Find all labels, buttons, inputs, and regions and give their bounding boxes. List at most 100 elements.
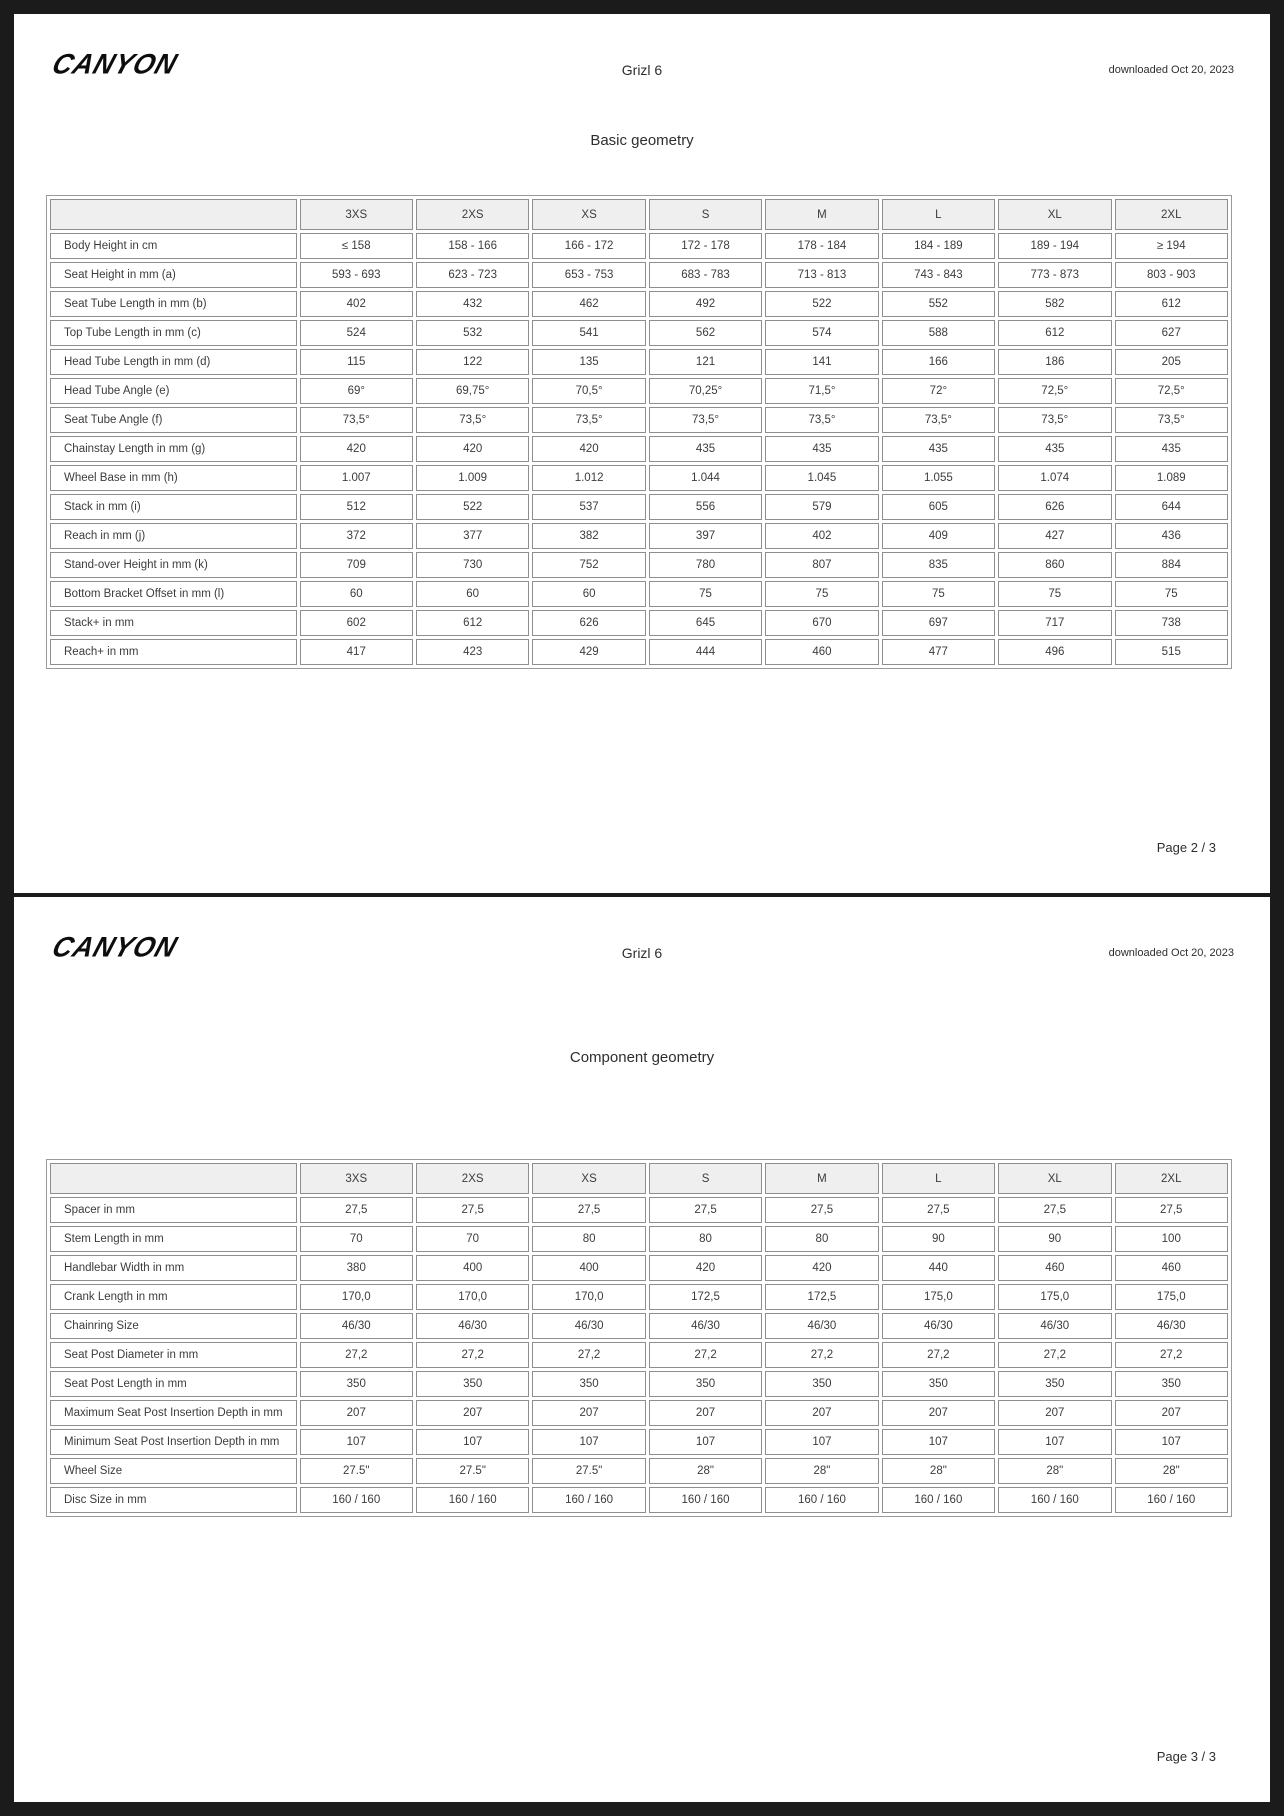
table-row: Crank Length in mm 170,0 170,0 170,0 172,5 17… [50,1284,1228,1310]
value-cell: 400 [415,1255,530,1281]
table-row: Minimum Seat Post Insertion Depth in mm 1… [50,1429,1228,1455]
table-row: Stand-over Height in mm (k) 709 730 752 780 8… [50,552,1228,578]
value-cell: 27,5 [881,1197,996,1223]
table-row: Stack in mm (i) 512 522 537 556 579 605 626 644 [50,494,1228,520]
value-cell: 107 [415,1429,530,1455]
value-cell: 207 [415,1400,530,1426]
size-header-row: 3XS 2XS XS S M L XL 2XL [50,199,1228,230]
value-cell: 803 - 903 [1114,262,1228,288]
table-row: Top Tube Length in mm (c) 524 532 541 562 574… [50,320,1228,346]
value-cell: 46/30 [299,1313,413,1339]
value-cell: 107 [532,1429,646,1455]
value-cell: 175,0 [1114,1284,1228,1310]
value-cell: 166 [881,349,996,375]
value-cell: 420 [532,436,646,462]
value-cell: 556 [648,494,763,520]
value-cell: 350 [1114,1371,1228,1397]
value-cell: 429 [532,639,646,665]
basic-geometry-table-wrap: 3XS 2XS XS S M L XL 2XL Body Height in cm ≤ 158 15… [46,195,1232,669]
value-cell: 73,5° [765,407,879,433]
value-cell: 69,75° [415,378,530,404]
value-cell: 552 [881,291,996,317]
value-cell: 532 [415,320,530,346]
row-label: Chainring Size [50,1313,297,1339]
value-cell: 166 - 172 [532,233,646,259]
value-cell: 27,2 [765,1342,879,1368]
value-cell: 350 [765,1371,879,1397]
table-row: Spacer in mm 27,5 27,5 27,5 27,5 27,5 27,5 27,5… [50,1197,1228,1223]
value-cell: 27,5 [998,1197,1112,1223]
value-cell: 420 [765,1255,879,1281]
value-cell: 27,2 [881,1342,996,1368]
value-cell: 574 [765,320,879,346]
value-cell: 380 [299,1255,413,1281]
value-cell: 579 [765,494,879,520]
document-page-component-geometry: CANYON Grizl 6 downloaded Oct 20, 2023 C… [14,897,1270,1802]
table-row: Stem Length in mm 70 70 80 80 80 90 90 100 [50,1226,1228,1252]
value-cell: 27,2 [299,1342,413,1368]
value-cell: 400 [532,1255,646,1281]
value-cell: 70,5° [532,378,646,404]
value-cell: 350 [299,1371,413,1397]
value-cell: 73,5° [1114,407,1228,433]
value-cell: 207 [648,1400,763,1426]
value-cell: 743 - 843 [881,262,996,288]
row-label: Chainstay Length in mm (g) [50,436,297,462]
value-cell: 717 [998,610,1112,636]
value-cell: 423 [415,639,530,665]
row-label: Wheel Base in mm (h) [50,465,297,491]
value-cell: 175,0 [998,1284,1112,1310]
value-cell: 141 [765,349,879,375]
value-cell: 435 [881,436,996,462]
value-cell: 713 - 813 [765,262,879,288]
value-cell: 170,0 [415,1284,530,1310]
value-cell: 1.045 [765,465,879,491]
value-cell: 27,2 [415,1342,530,1368]
section-title: Basic geometry [590,132,694,149]
size-column-header: M [765,1163,879,1194]
row-label: Stand-over Height in mm (k) [50,552,297,578]
value-cell: 60 [532,581,646,607]
size-column-header: L [881,199,996,230]
document-title: Grizl 6 [621,62,663,78]
value-cell: 382 [532,523,646,549]
value-cell: 27,5 [1114,1197,1228,1223]
value-cell: 107 [765,1429,879,1455]
value-cell: 80 [765,1226,879,1252]
table-row: Seat Post Length in mm 350 350 350 350 350 350… [50,1371,1228,1397]
table-row: Disc Size in mm 160 / 160 160 / 160 160 / 1… [50,1487,1228,1513]
value-cell: 70 [299,1226,413,1252]
value-cell: 350 [881,1371,996,1397]
value-cell: 460 [998,1255,1112,1281]
value-cell: 397 [648,523,763,549]
value-cell: 427 [998,523,1112,549]
value-cell: 350 [648,1371,763,1397]
value-cell: 537 [532,494,646,520]
row-label: Handlebar Width in mm [50,1255,297,1281]
row-label: Seat Post Diameter in mm [50,1342,297,1368]
value-cell: 420 [648,1255,763,1281]
value-cell: 46/30 [881,1313,996,1339]
value-cell: 860 [998,552,1112,578]
value-cell: 75 [998,581,1112,607]
table-row: Chainstay Length in mm (g) 420 420 420 435 43… [50,436,1228,462]
value-cell: 645 [648,610,763,636]
component-geometry-table: 3XS 2XS XS S M L XL 2XL Spacer in mm 27,5 27,5 27,5… [46,1159,1232,1517]
value-cell: 160 / 160 [299,1487,413,1513]
value-cell: 73,5° [648,407,763,433]
value-cell: 524 [299,320,413,346]
table-row: Wheel Base in mm (h) 1.007 1.009 1.012 1.044… [50,465,1228,491]
value-cell: 626 [998,494,1112,520]
value-cell: 807 [765,552,879,578]
value-cell: 522 [415,494,530,520]
row-label: Minimum Seat Post Insertion Depth in mm [50,1429,297,1455]
table-row: Reach in mm (j) 372 377 382 397 402 409 427 436 [50,523,1228,549]
value-cell: 440 [881,1255,996,1281]
value-cell: 835 [881,552,996,578]
value-cell: 46/30 [998,1313,1112,1339]
corner-cell [50,199,297,230]
row-label: Seat Post Length in mm [50,1371,297,1397]
table-row: Bottom Bracket Offset in mm (l) 60 60 60 75 7… [50,581,1228,607]
value-cell: 207 [532,1400,646,1426]
value-cell: 623 - 723 [415,262,530,288]
